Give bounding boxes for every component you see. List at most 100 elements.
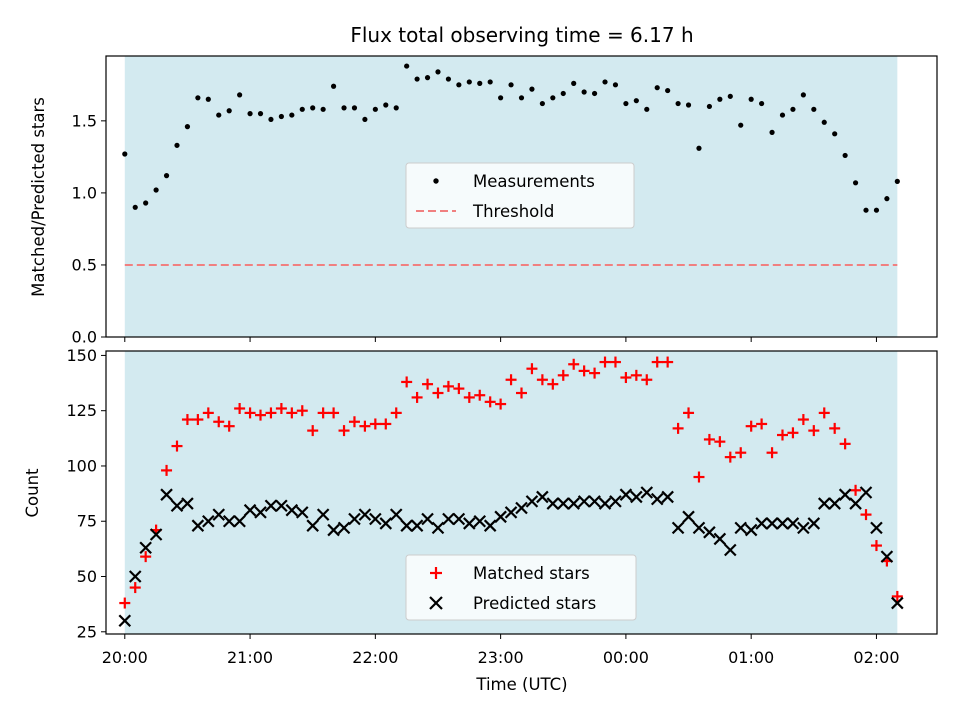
measurement-point [800,92,806,98]
matched-point [787,427,799,439]
matched-point [693,471,705,483]
measurement-point [811,106,817,112]
measurement-point [738,122,744,128]
measurement-point [477,80,483,86]
predicted-point [640,486,654,499]
predicted-point [786,517,800,530]
matched-point [536,374,548,386]
ratio-legend: Measurements Threshold [405,162,635,229]
matched-point [756,418,768,430]
matched-point [348,416,360,428]
measurement-point [320,106,326,112]
measurement-point [414,76,420,82]
predicted-point [202,514,215,528]
count-x-axis-ticks: 20:00 21:00 22:00 23:00 00:00 01:00 02:00 [102,634,900,667]
measurement-point [435,69,441,75]
legend-predicted-marker [429,596,443,610]
predicted-point [849,497,862,510]
measurement-point [289,112,295,118]
matched-point [839,438,851,450]
predicted-point [515,501,528,515]
matched-point [620,372,632,384]
measurement-point [456,82,462,88]
measurement-point [341,105,347,111]
measurement-point [518,95,525,101]
predicted-point [118,614,132,628]
matched-point [119,597,131,609]
matched-point [703,433,715,445]
predicted-point [358,508,372,521]
predicted-point [859,486,873,499]
x-tick-label: 22:00 [352,648,398,667]
predicted-point [452,512,466,526]
predicted-point [525,495,539,508]
matched-point [662,356,674,368]
measurement-point [581,89,587,95]
ratio-y-axis-ticks: 0.0 0.5 1.0 1.5 [72,111,106,347]
matched-point [202,407,214,419]
y-tick-label: 75 [77,512,97,531]
matched-point [766,447,778,459]
measurement-point [685,102,692,108]
measurement-point [310,105,316,111]
measurements-series [122,63,900,213]
measurement-point [174,142,180,148]
measurement-point [143,200,149,206]
measurement-point [508,82,514,88]
predicted-point [254,506,267,519]
matched-point [870,540,882,552]
y-tick-label: 1.0 [72,183,97,202]
matched-point [171,440,183,452]
predicted-point [692,521,706,535]
matched-stars-series [119,356,903,609]
matched-point [411,391,423,403]
predicted-point [609,495,622,508]
measurement-point [727,93,733,99]
x-tick-label: 00:00 [603,648,649,667]
measurement-point [832,131,838,137]
y-tick-label: 0.5 [72,255,97,274]
measurement-point [571,80,577,86]
x-tick-label: 23:00 [478,648,524,667]
matched-point [181,414,193,426]
legend-predicted-label: Predicted stars [473,594,596,613]
count-y-axis-label: Count [23,468,42,518]
measurement-point [424,75,431,81]
measurement-point [696,145,702,151]
predicted-point [327,523,340,537]
matched-point [161,464,173,476]
y-tick-label: 25 [77,622,97,641]
matched-point [850,484,862,496]
predicted-stars-series [118,486,904,628]
predicted-point [139,541,152,555]
matched-point [453,383,465,395]
predicted-point [546,497,560,510]
measurement-point [487,79,493,85]
matched-point [296,405,308,417]
y-tick-label: 100 [66,456,97,475]
predicted-point [170,499,184,513]
predicted-point [295,506,309,519]
matched-point [495,398,507,410]
measurement-point [498,95,504,101]
legend-measurements-marker [433,178,439,184]
predicted-point [619,488,633,501]
matched-point [547,378,559,390]
predicted-point [650,492,664,506]
matched-point [369,418,381,430]
measurement-point [644,106,650,112]
predicted-point [817,497,831,510]
measurement-point [351,105,358,111]
matched-point [286,407,298,419]
matched-point [328,407,340,419]
predicted-point [797,521,810,535]
measurement-point [863,207,869,213]
matched-point [380,418,392,430]
measurement-point [393,105,399,111]
legend-matched-marker [430,567,442,579]
matched-point [390,407,402,419]
predicted-point [713,532,727,546]
predicted-point [598,497,612,510]
matched-point [442,380,454,392]
predicted-point [838,488,852,501]
